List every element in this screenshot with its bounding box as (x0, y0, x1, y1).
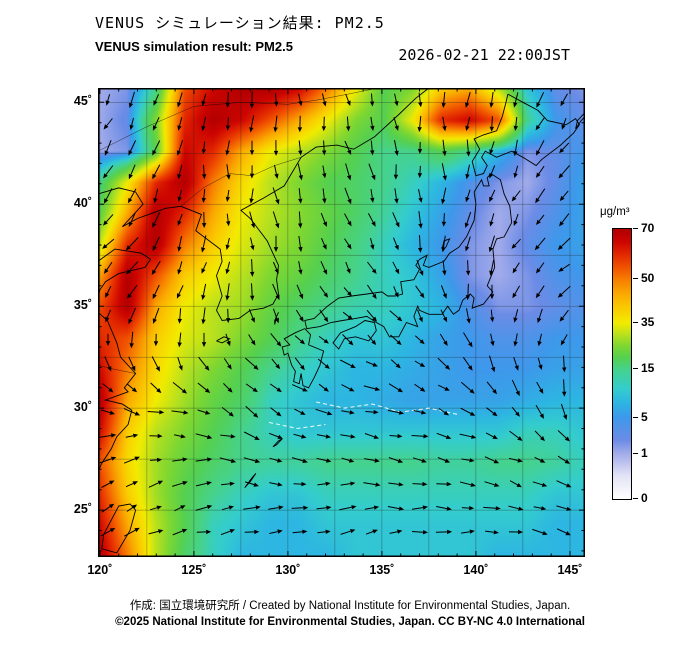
timestamp: 2026-02-21 22:00JST (398, 46, 570, 64)
colorbar-unit-label: μg/m³ (600, 206, 630, 218)
frame-ticks (98, 88, 585, 557)
colorbar-tick-mark (633, 228, 638, 229)
longitude-tick-label: 145˚ (557, 563, 583, 577)
page-title-english: VENUS simulation result: PM2.5 (95, 39, 293, 54)
coastlines (98, 88, 585, 554)
colorbar-tick-value: 50 (641, 270, 655, 285)
longitude-tick-label: 135˚ (369, 563, 395, 577)
colorbar-tick-mark (633, 452, 638, 454)
colorbar-tick-value: 35 (641, 314, 655, 329)
colorbar-tick-value: 70 (641, 221, 655, 235)
colorbar-tick-value: 15 (641, 361, 655, 376)
longitude-tick-label: 125˚ (181, 563, 207, 577)
contour-dashes (268, 401, 458, 430)
page-title-japanese: VENUS シミュレーション結果: PM2.5 (95, 14, 385, 32)
longitude-tick-label: 120˚ (87, 563, 113, 577)
longitude-tick-label: 140˚ (463, 563, 489, 577)
colorbar-tick-mark (633, 417, 638, 418)
wind-vector-arrows (99, 91, 572, 537)
colorbar-gradient (612, 228, 632, 500)
colorbar-tick-value: 0 (641, 491, 648, 505)
license-line: ©2025 National Institute for Environment… (115, 616, 585, 628)
latitude-tick-label: 25˚ (73, 502, 92, 517)
colorbar: μg/m³ 70 50 35 15 5 1 0 (600, 204, 700, 514)
colorbar-tick-mark (633, 277, 638, 279)
colorbar-tick-value: 1 (641, 445, 648, 460)
latitude-tick-label: 45˚ (73, 94, 92, 109)
map-frame (98, 88, 585, 557)
graticule (98, 88, 585, 557)
latitude-tick-label: 40˚ (73, 196, 92, 211)
credit-line: 作成: 国立環境研究所 / Created by National Instit… (129, 600, 571, 612)
colorbar-tick-mark (633, 498, 638, 499)
colorbar-tick-mark (633, 321, 638, 323)
map-area (98, 88, 585, 557)
map-overlay (98, 88, 585, 557)
colorbar-tick-value: 5 (641, 410, 648, 424)
latitude-tick-label: 35˚ (73, 298, 92, 313)
latitude-tick-label: 30˚ (73, 400, 92, 415)
colorbar-tick-mark (633, 368, 638, 370)
longitude-tick-label: 130˚ (275, 563, 301, 577)
country-border-lines (98, 88, 379, 374)
